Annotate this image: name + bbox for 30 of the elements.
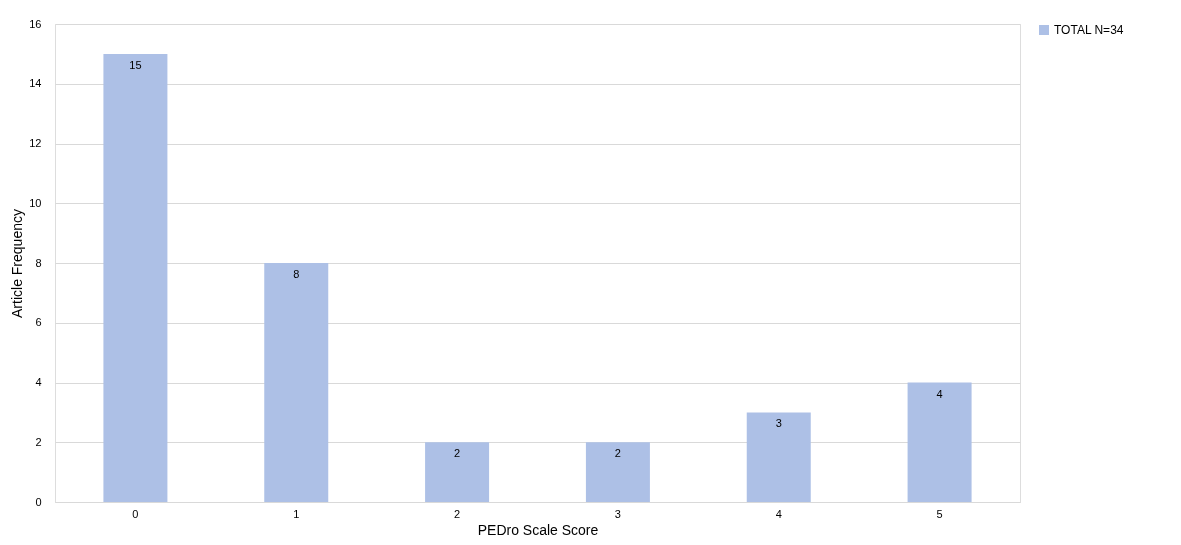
- bar: [103, 53, 168, 502]
- x-tick-label: 5: [936, 507, 943, 520]
- x-tick-label: 4: [775, 507, 782, 520]
- bar: [746, 412, 811, 502]
- y-tick-label: 0: [35, 495, 42, 508]
- y-tick-label: 2: [35, 435, 42, 448]
- legend-label: TOTAL N=34: [1054, 23, 1124, 37]
- bar: [425, 442, 490, 502]
- data-label: 2: [614, 447, 621, 460]
- y-tick-label: 16: [29, 17, 42, 30]
- bar: [264, 263, 329, 502]
- y-tick-label: 14: [29, 77, 42, 90]
- y-axis-title: Article Frequency: [9, 209, 26, 318]
- x-tick-label: 1: [293, 507, 300, 520]
- bar: [907, 382, 972, 502]
- data-label: 4: [936, 387, 943, 400]
- y-tick-label: 8: [35, 256, 42, 269]
- x-axis-title: PEDro Scale Score: [477, 521, 599, 538]
- data-label: 3: [775, 417, 782, 430]
- x-tick-label: 0: [132, 507, 139, 520]
- y-tick-label: 12: [29, 137, 42, 149]
- x-tick-label: 2: [454, 507, 461, 520]
- x-tick-label: 3: [614, 507, 621, 520]
- data-label: 15: [129, 58, 142, 71]
- data-label: 2: [454, 447, 461, 460]
- y-tick-label: 4: [35, 376, 42, 388]
- data-label: 8: [293, 268, 300, 280]
- y-tick-label: 6: [35, 316, 42, 329]
- bar: [585, 442, 650, 502]
- y-tick-label: 10: [29, 196, 42, 209]
